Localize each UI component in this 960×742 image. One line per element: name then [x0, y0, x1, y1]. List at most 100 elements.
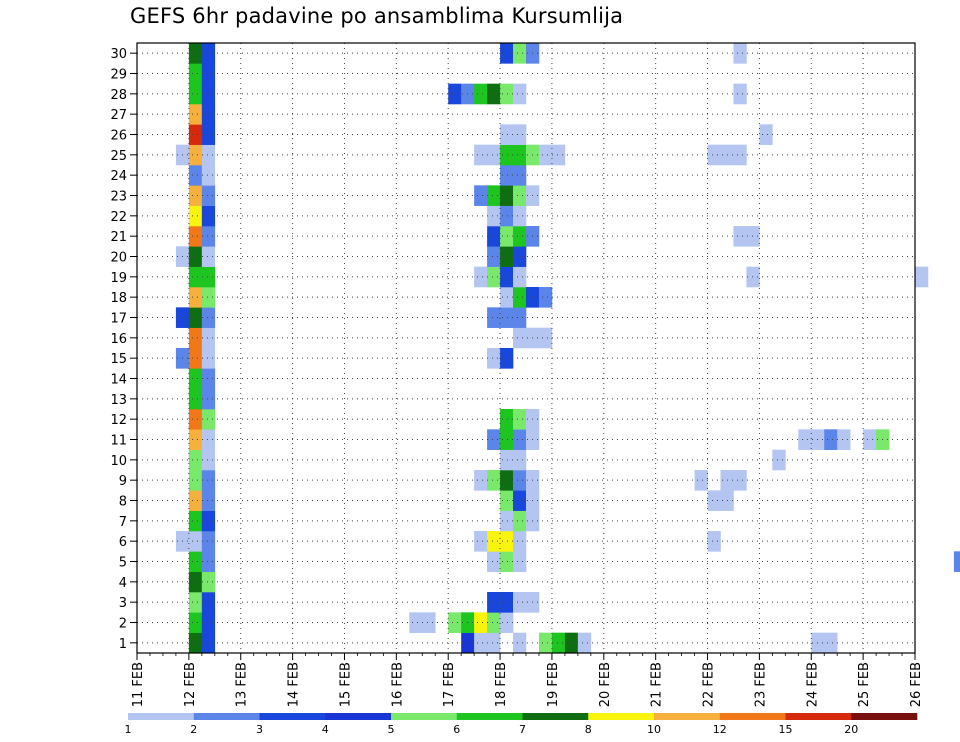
heatmap-cell [513, 510, 527, 532]
heatmap-cell [500, 307, 514, 328]
heatmap-cell [201, 63, 216, 84]
heatmap-cell [188, 266, 203, 288]
heatmap-cell [824, 632, 838, 654]
heatmap-cell [188, 429, 203, 450]
heatmap-cell [733, 144, 747, 166]
heatmap-cell [513, 205, 527, 227]
heatmap-cell [500, 409, 514, 430]
x-tick-label: 15 FEB [338, 662, 353, 707]
heatmap-cell [188, 327, 203, 349]
heatmap-cell [500, 266, 514, 288]
x-tick-label: 19 FEB [546, 662, 561, 707]
heatmap-cell [487, 246, 501, 267]
heatmap-cell [188, 531, 203, 552]
heatmap-cell [487, 632, 501, 654]
colorbar-label: 6 [453, 723, 460, 736]
heatmap-cell [188, 571, 203, 593]
heatmap-cell [188, 43, 203, 64]
y-tick-label: 23 [110, 190, 127, 205]
y-tick-label: 24 [110, 169, 127, 184]
heatmap-cell [772, 449, 786, 471]
colorbar-swatch [193, 713, 260, 720]
heatmap-cell [422, 612, 436, 633]
heatmap-cell [188, 185, 203, 206]
y-tick-label: 8 [119, 495, 127, 510]
heatmap-cell [707, 144, 721, 166]
heatmap-cell [487, 612, 501, 633]
y-tick-label: 11 [110, 434, 127, 449]
y-tick-label: 29 [110, 68, 127, 83]
heatmap-cell [201, 612, 216, 633]
heatmap-cell [201, 43, 216, 64]
heatmap-cell [201, 185, 216, 206]
colorbar-swatch [259, 713, 326, 720]
colorbar: 1 2 3 4 5 6 7 8 10 12 15 20 [125, 713, 918, 736]
heatmap-cell [513, 409, 527, 430]
heatmap-cell [188, 205, 203, 227]
heatmap-cell [513, 327, 527, 349]
heatmap-cell [474, 470, 488, 491]
heatmap-cell [513, 307, 527, 328]
heatmap-cell [500, 246, 514, 267]
y-tick-label: 12 [110, 413, 127, 428]
heatmap-cell [448, 83, 462, 105]
heatmap-cell [513, 429, 527, 450]
heatmap-cell [201, 124, 216, 145]
colorbar-swatch [719, 713, 786, 720]
heatmap-cell [487, 83, 501, 105]
colorbar-swatch [785, 713, 852, 720]
colorbar-label: 3 [256, 723, 263, 736]
heatmap-cell [448, 612, 462, 633]
heatmap-cell [201, 327, 216, 349]
heatmap-cell [188, 449, 203, 471]
heatmap-cell [500, 612, 514, 633]
heatmap-cell [551, 632, 566, 654]
heatmap-cell [500, 510, 514, 532]
heatmap-cell [188, 409, 203, 430]
colorbar-swatch [391, 713, 458, 720]
y-tick-label: 18 [110, 291, 127, 306]
heatmap-cell [500, 287, 514, 308]
heatmap-cell [759, 124, 773, 145]
heatmap-cell [513, 226, 527, 247]
x-tick-label: 17 FEB [442, 662, 457, 707]
heatmap-cell [824, 429, 838, 450]
heatmap-cell [201, 287, 216, 308]
grid-lines [137, 43, 915, 653]
colorbar-swatch [325, 713, 392, 720]
heatmap-cell [201, 144, 216, 166]
heatmap-cell [201, 307, 216, 328]
colorbar-swatch [128, 713, 195, 720]
y-tick-label: 10 [110, 454, 127, 469]
heatmap-cell [474, 531, 488, 552]
y-tick-label: 2 [119, 617, 127, 632]
heatmap-cell [500, 144, 514, 166]
colorbar-swatch [456, 713, 523, 720]
heatmap-cell [694, 470, 708, 491]
heatmap-cell [201, 104, 216, 125]
heatmap-cell [798, 429, 812, 450]
heatmap-cell [513, 592, 527, 613]
heatmap-cell [500, 83, 514, 105]
heatmap-cell [707, 490, 721, 511]
heatmap-cell [487, 266, 501, 288]
heatmap-cell [487, 531, 501, 552]
heatmap-cell [513, 449, 527, 471]
heatmap-cell [538, 632, 553, 654]
y-tick-label: 3 [119, 596, 127, 611]
heatmap-cell [513, 632, 527, 654]
heatmap-cell [513, 266, 527, 288]
colorbar-swatch [851, 713, 918, 720]
heatmap-cell [513, 165, 527, 186]
x-tick-label: 25 FEB [857, 662, 872, 707]
heatmap-cell [201, 551, 216, 572]
heatmap-cell [487, 144, 501, 166]
heatmap-cell [474, 612, 488, 633]
heatmap-cell [837, 429, 851, 450]
heatmap-cell [513, 185, 527, 206]
heatmap-cell [201, 266, 216, 288]
heatmap-cell [538, 287, 553, 308]
heatmap-cell [188, 490, 203, 511]
heatmap-cell [513, 144, 527, 166]
heatmap-cell [513, 470, 527, 491]
